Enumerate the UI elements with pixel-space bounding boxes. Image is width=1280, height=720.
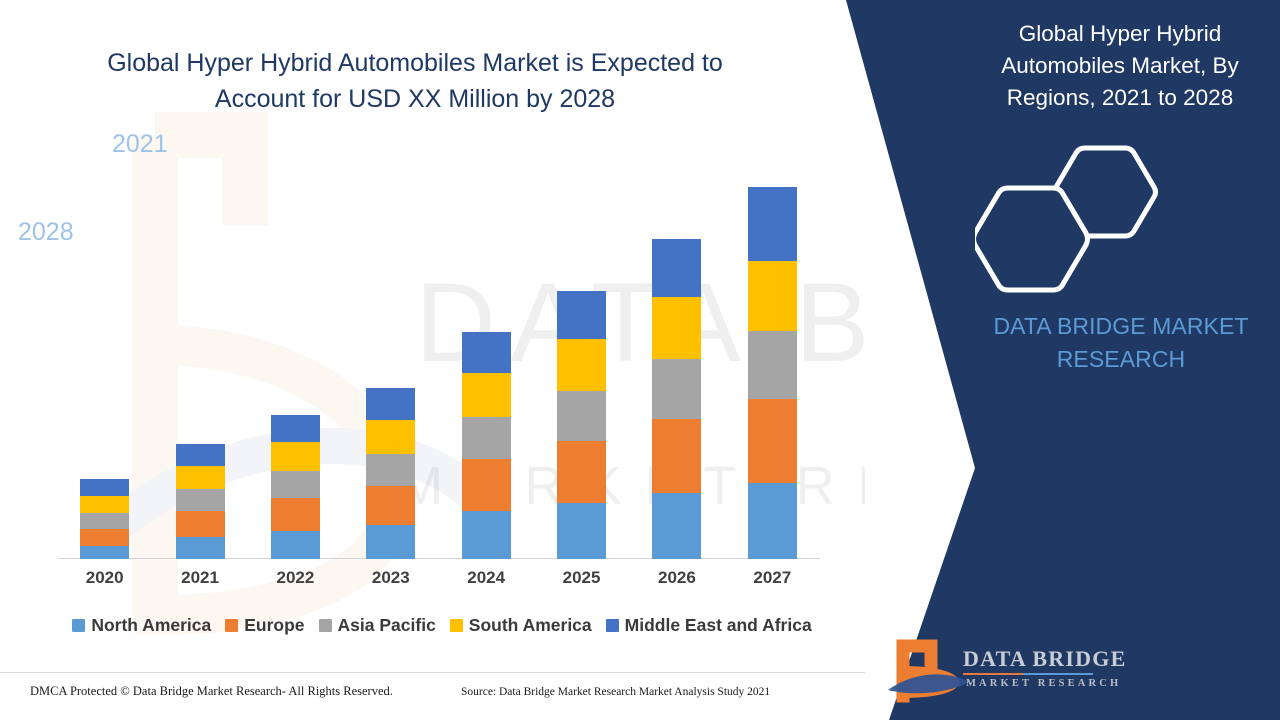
legend-item[interactable]: North America	[72, 615, 211, 636]
bar-segment	[270, 442, 320, 471]
bar-segment	[270, 415, 320, 442]
stacked-bar	[652, 239, 702, 559]
footer-copyright: DMCA Protected © Data Bridge Market Rese…	[30, 684, 393, 698]
bar-segment	[747, 483, 797, 559]
bar-segment	[366, 420, 416, 454]
logo-title: DATA BRIDGE	[963, 646, 1127, 671]
bar-segment	[652, 493, 702, 559]
stacked-bar	[557, 291, 607, 559]
stacked-bar	[175, 444, 225, 559]
bar-column	[343, 150, 438, 559]
bar-segment	[557, 391, 607, 441]
bar-segment	[747, 331, 797, 399]
legend-item[interactable]: Middle East and Africa	[605, 615, 812, 636]
chart-legend: North America Europe Asia Pacific South Ame…	[57, 615, 827, 636]
bar-segment	[175, 444, 225, 466]
legend-item[interactable]: Europe	[225, 615, 305, 636]
x-axis-label: 2024	[467, 568, 506, 587]
panel-title: Global Hyper Hybrid Automobiles Market, …	[1001, 21, 1239, 111]
stacked-bar	[366, 388, 416, 559]
x-axis-tick-labels: 2020 2021 2022 2023 2024 2025 2026 2027	[57, 568, 820, 588]
bar-segment	[80, 496, 130, 513]
legend-swatch	[605, 619, 619, 632]
footer-divider	[0, 672, 865, 673]
legend-label: Europe	[244, 615, 305, 635]
bar-segment	[366, 388, 416, 420]
legend-item[interactable]: Asia Pacific	[318, 615, 436, 636]
bar-segment	[270, 531, 320, 559]
logo-rule-orange	[963, 673, 1023, 675]
bar-column	[534, 150, 629, 559]
bar-segment	[747, 399, 797, 483]
legend-label: North America	[91, 615, 212, 635]
bar-column	[248, 150, 343, 559]
legend-swatch	[449, 619, 463, 632]
bar-segment	[557, 291, 607, 339]
x-axis-label: 2023	[371, 568, 410, 587]
legend-swatch	[318, 619, 332, 632]
bar-segment	[652, 297, 702, 359]
bar-segment	[652, 359, 702, 419]
hexagon-label-start-year: 2021	[112, 130, 168, 158]
bar-column	[57, 150, 152, 559]
x-axis-label: 2027	[753, 568, 792, 587]
year-hexagon-badges	[971, 140, 1185, 295]
bar-segment	[175, 511, 225, 537]
logo-rule-blue	[1023, 673, 1093, 675]
x-axis-line	[57, 558, 820, 559]
bar-segment	[461, 373, 511, 417]
bar-column	[153, 150, 248, 559]
bar-segment	[80, 479, 130, 496]
page-title: Global Hyper Hybrid Automobiles Market i…	[107, 49, 723, 113]
bar-segment	[557, 441, 607, 503]
bar-segment	[366, 454, 416, 486]
bar-segment	[366, 525, 416, 559]
bar-column	[439, 150, 534, 559]
bar-segment	[461, 459, 511, 511]
bar-segment	[461, 417, 511, 459]
legend-label: South America	[468, 615, 592, 635]
data-bridge-logo-mark	[888, 639, 969, 703]
x-axis-label: 2025	[562, 568, 601, 587]
bar-segment	[461, 511, 511, 559]
bar-segment	[652, 419, 702, 493]
bar-segment	[461, 332, 511, 373]
bar-segment	[80, 513, 130, 529]
x-axis-label: 2026	[658, 568, 696, 587]
x-axis-label: 2022	[276, 568, 315, 587]
bar-segment	[747, 187, 797, 261]
stacked-bar	[80, 479, 130, 559]
panel-brand-text: DATA BRIDGE MARKET RESEARCH	[993, 313, 1249, 372]
legend-swatch	[225, 619, 239, 632]
stacked-bar	[747, 187, 797, 559]
bar-segment	[652, 239, 702, 297]
bar-segment	[80, 529, 130, 546]
legend-item[interactable]: South America	[449, 615, 592, 636]
bar-segment	[175, 466, 225, 489]
legend-label: Middle East and Africa	[624, 615, 812, 635]
bar-column	[725, 150, 820, 559]
legend-swatch	[72, 619, 86, 632]
logo-subtitle: MARKET RESEARCH	[966, 678, 1122, 689]
bar-segment	[80, 546, 130, 559]
bar-segment	[175, 489, 225, 511]
bar-segment	[175, 537, 225, 559]
x-axis-label: 2021	[181, 568, 219, 587]
stacked-bar	[270, 415, 320, 559]
bar-segment	[747, 261, 797, 331]
bar-segment	[557, 503, 607, 559]
bar-column	[629, 150, 724, 559]
stacked-bar-chart	[57, 150, 820, 559]
bar-segment	[366, 486, 416, 525]
legend-label: Asia Pacific	[337, 615, 436, 635]
hexagon-label-end-year: 2028	[18, 218, 74, 246]
hexagon-2028-outline	[971, 185, 1090, 293]
bar-segment	[270, 498, 320, 531]
bar-segment	[557, 339, 607, 391]
bar-segment	[270, 471, 320, 498]
footer-source: Source: Data Bridge Market Research Mark…	[461, 686, 771, 698]
stacked-bar	[461, 332, 511, 559]
x-axis-label: 2020	[85, 568, 124, 587]
